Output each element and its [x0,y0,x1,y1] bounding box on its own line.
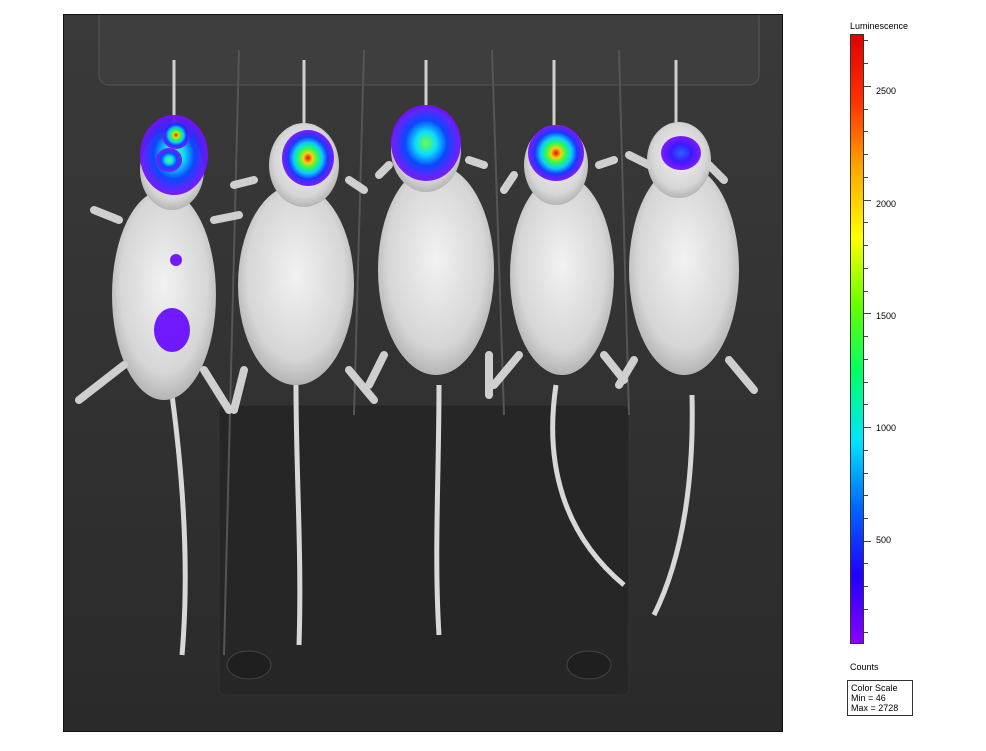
color-scale-max: Max = 2728 [851,703,899,713]
anesthesia-manifold [98,15,760,86]
mouse-image [64,15,782,731]
colorbar-tick-mark [864,291,868,292]
colorbar-tick-mark [864,495,868,496]
luminescence-image-viewer[interactable] [63,14,783,732]
colorbar-tick-mark [864,336,868,337]
colorbar-tick-mark [864,268,868,269]
colorbar-tick-mark [864,563,868,564]
stage-platform [218,404,630,696]
colorbar-tick-mark [864,404,868,405]
colorbar-tick-1000: 1000 [876,423,897,433]
colorbar-tick-mark [864,109,868,110]
colorbar-tick-mark [864,63,868,64]
colorbar-tick-mark [864,473,868,474]
colorbar-tick-mark [864,632,868,633]
colorbar-tick-mark [864,586,868,587]
colorbar-title: Luminescence [850,21,909,31]
colorbar-tick-mark [864,245,868,246]
color-scale-title: Color Scale [851,683,898,693]
colorbar [850,34,864,644]
signal-mouse-3-head [391,105,461,181]
colorbar-tick-mark [864,200,871,201]
colorbar-tick-mark [864,609,868,610]
signal-mouse-4-head [528,125,584,181]
color-scale-box: Color Scale Min = 46 Max = 2728 [847,680,913,716]
colorbar-tick-2500: 2500 [876,86,897,96]
colorbar-tick-mark [864,427,871,428]
colorbar-tick-2000: 2000 [876,199,897,209]
colorbar-tick-mark [864,382,868,383]
colorbar-tick-mark [864,222,868,223]
signal-mouse-2-head [282,130,334,186]
colorbar-tick-mark [864,154,868,155]
color-scale-min: Min = 46 [851,693,886,703]
colorbar-tick-mark [864,359,868,360]
colorbar-units: Counts [850,662,879,672]
colorbar-tick-mark [864,131,868,132]
colorbar-tick-1500: 1500 [876,311,897,321]
colorbar-tick-mark [864,518,868,519]
colorbar-tick-mark [864,313,871,314]
colorbar-tick-mark [864,177,868,178]
colorbar-tick-mark [864,40,868,41]
colorbar-tick-mark [864,450,868,451]
colorbar-tick-mark [864,541,871,542]
colorbar-tick-500: 500 [876,535,892,545]
signal-mouse-1-abdomen [154,308,190,352]
luminescence-overlay [140,105,701,352]
signal-mouse-5-head [661,136,701,170]
colorbar-tick-mark [864,86,871,87]
